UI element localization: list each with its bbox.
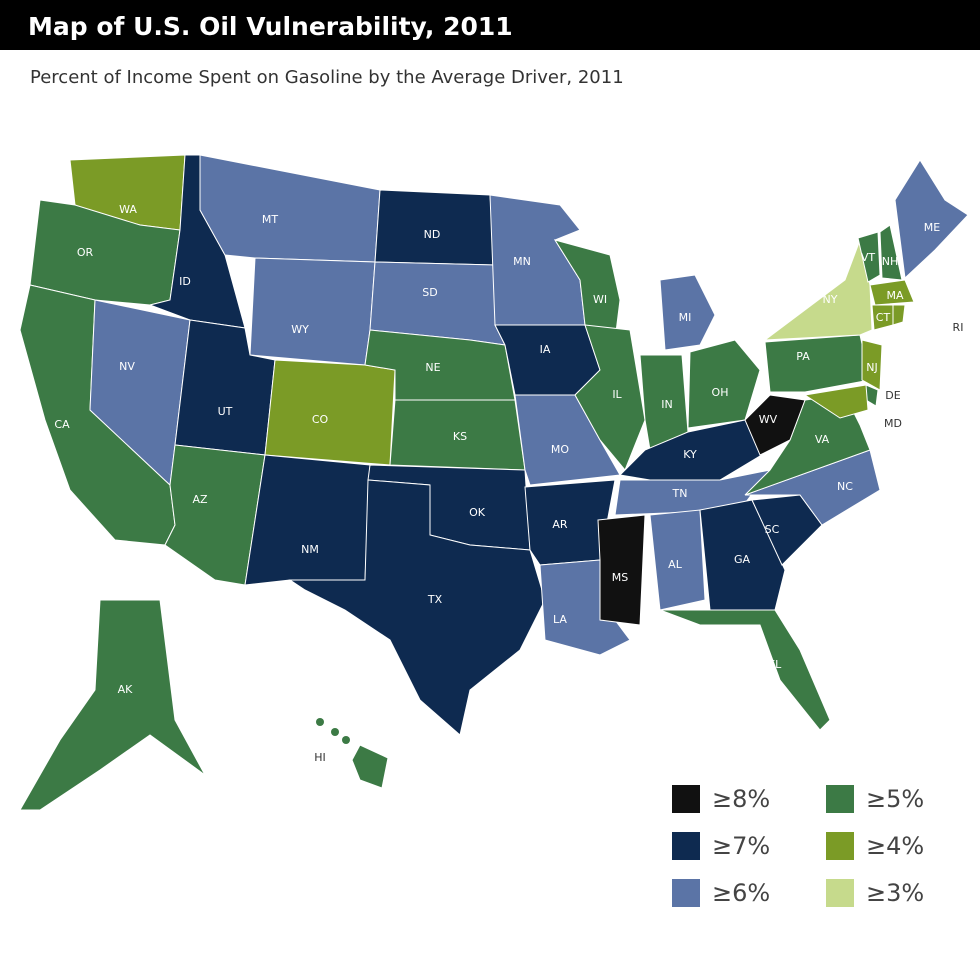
state-label: NJ [866,361,877,374]
state-shape [597,514,646,626]
state-label: AK [118,683,134,696]
island [342,736,350,744]
state-shape [649,509,706,611]
state-label: VA [815,433,830,446]
state-label: ID [179,275,191,288]
legend-swatch [826,785,854,813]
state-shape [699,499,786,611]
state-label: IL [612,388,622,401]
state-label: LA [553,613,567,626]
state-label: TX [427,593,443,606]
state-labels: WA OR CA ID NV MT WY UT AZ CO NM ND SD NE KS OK TX MN IA MO… [54,203,963,764]
state-label: KY [683,448,697,461]
state-label: TN [672,487,688,500]
state-label: GA [734,553,751,566]
subtitle: Percent of Income Spent on Gasoline by t… [30,67,624,88]
state-label: OR [77,246,94,259]
legend-swatch [826,832,854,860]
legend-swatch [672,785,700,813]
legend-label: ≥5% [866,785,924,813]
state-label: MI [679,311,692,324]
state-shape [244,454,371,586]
state-label: CO [312,413,329,426]
state-shape [264,359,396,466]
state-shape [857,231,881,283]
state-label: HI [314,751,326,764]
state-label: SC [765,523,780,536]
state-label: NV [119,360,135,373]
state-label: IN [661,398,672,411]
title: Map of U.S. Oil Vulnerability, 2011 [28,12,513,41]
state-shape [659,274,716,351]
legend: ≥8% ≥7% ≥6% ≥5% ≥4% ≥3% [672,785,924,907]
state-label: AL [668,558,683,571]
state-label: FL [769,658,782,671]
states [19,154,969,811]
legend-label: ≥6% [712,879,770,907]
state-shape [763,238,873,341]
state-shape [351,744,389,789]
state-label: NY [823,293,838,306]
state-shape [659,609,831,731]
island [316,718,324,726]
state-shape [894,159,969,280]
state-label: NH [882,255,899,268]
state-label: MN [513,255,531,268]
state-shape [574,324,646,471]
state-label: MD [884,417,902,430]
state-label: IA [540,343,551,356]
state-label: UT [218,405,233,418]
state-label: MA [886,289,903,302]
state-label: NE [425,361,440,374]
state-label: MS [612,571,628,584]
state-label: KS [453,430,467,443]
legend-swatch [826,879,854,907]
legend-label: ≥4% [866,832,924,860]
legend-label: ≥7% [712,832,770,860]
state-shape [803,384,869,419]
legend-swatch [672,832,700,860]
state-label: PA [796,350,810,363]
state-label: WA [119,203,137,216]
state-label: MT [262,213,278,226]
state-shape [249,257,376,366]
state-shape [19,599,206,811]
legend-swatch [672,879,700,907]
state-label: ND [424,228,441,241]
legend-label: ≥8% [712,785,770,813]
state-label: RI [953,321,964,334]
state-label: ME [924,221,940,234]
state-shape [879,224,903,281]
state-shape [744,394,806,456]
state-shape [892,304,906,326]
state-label: NC [837,480,853,493]
title-bar [0,0,980,50]
state-label: VT [861,251,876,264]
state-label: AR [552,518,568,531]
state-shape [687,339,761,429]
state-shape [861,339,883,391]
state-shape [288,479,546,736]
state-shape [764,334,871,393]
state-label: WV [759,413,778,426]
state-shape [869,279,915,306]
state-label: CT [876,311,891,324]
state-label: NM [301,543,319,556]
state-label: MO [551,443,569,456]
state-label: DE [885,389,900,402]
island [331,728,339,736]
state-label: OK [469,506,486,519]
state-label: WI [593,293,607,306]
state-label: WY [291,323,309,336]
state-label: OH [712,386,729,399]
state-label: CA [54,418,70,431]
state-label: AZ [192,493,208,506]
state-label: SD [422,286,437,299]
legend-label: ≥3% [866,879,924,907]
state-shape [199,154,381,263]
